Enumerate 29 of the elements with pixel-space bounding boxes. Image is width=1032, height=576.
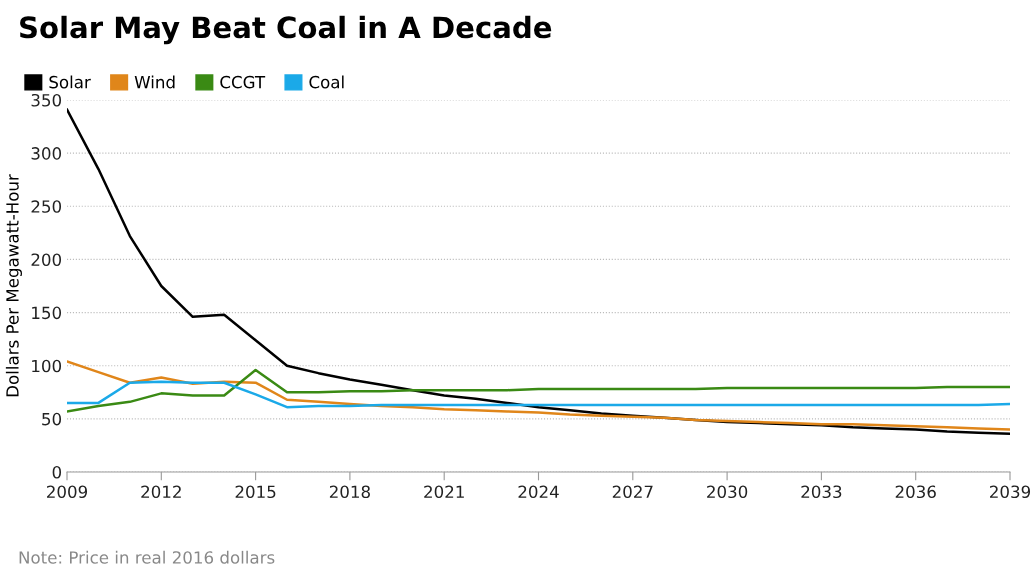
y-tick-label: 150 [32,306,62,320]
line-series [67,360,1010,431]
x-tick-label: 2033 [801,485,842,499]
y-axis-title: Dollars Per Megawatt-Hour [5,174,22,397]
legend-label: Wind [134,75,175,89]
y-tick-label: 200 [31,253,62,266]
y-tick-label: 250 [31,200,62,213]
x-tick-label: 2018 [329,485,370,499]
x-tick-label: 2021 [424,485,464,499]
chart-title: Solar May Beat Coal in A Decade [20,15,552,45]
x-tick-label: 2027 [612,485,653,499]
x-tick-label: 2015 [235,485,276,499]
y-tick-label: 100 [32,359,62,373]
y-tick-label: 50 [42,412,62,426]
text: Note: Price in real 2016 dollars [19,550,275,564]
y-tick-label: 350 [31,93,62,107]
x-tick-label: 2039 [990,485,1031,499]
x-tick-label: 2024 [518,485,559,499]
line-series [67,380,1010,409]
legend-label: CCGT [220,75,266,89]
x-tick-label: 2012 [141,485,181,499]
line-series [67,368,1010,413]
x-tick-label: 2030 [707,485,748,499]
y-tick-label: 0 [52,465,62,479]
legend-label: Coal [309,75,344,89]
legend-label: Solar [49,75,91,89]
y-tick-label: 300 [31,147,62,160]
x-tick-label: 2036 [895,485,936,499]
x-tick-label: 2009 [47,485,88,499]
